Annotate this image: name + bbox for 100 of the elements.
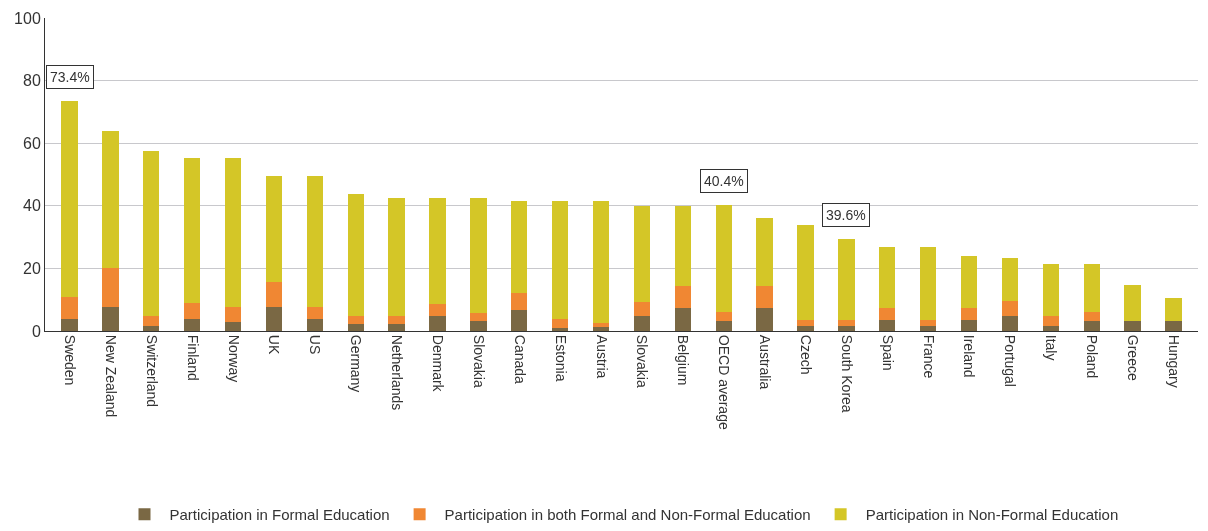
bar (674, 285, 692, 309)
bar (1124, 284, 1141, 322)
bar (633, 301, 651, 317)
annotation: 39.6% (826, 207, 866, 223)
x-tick-label: Canada (511, 334, 528, 385)
bar (306, 306, 324, 320)
bar (1124, 321, 1141, 331)
x-tick-label: Ireland (961, 334, 978, 378)
bar (184, 319, 201, 331)
x-tick-label: Norway (225, 334, 242, 383)
bar (429, 303, 446, 317)
bar (960, 319, 978, 331)
bar (306, 319, 324, 331)
x-tick-label: Sweden (61, 334, 78, 386)
bar (470, 313, 487, 322)
bar (224, 306, 242, 322)
bar (102, 268, 119, 307)
y-tick-label: 40 (23, 197, 41, 215)
bar (633, 205, 651, 302)
bar (879, 247, 896, 308)
bar (919, 247, 937, 321)
x-tick-label: US (307, 334, 324, 355)
bar (797, 325, 814, 331)
bar (879, 319, 896, 331)
bar (224, 157, 242, 307)
bar (592, 201, 610, 323)
bar (1042, 264, 1059, 316)
bar (1001, 300, 1019, 316)
bar (838, 320, 855, 326)
x-tick-label: OECD average (716, 334, 733, 430)
bar (715, 312, 732, 322)
bar (1083, 264, 1100, 312)
x-tick-label: Finland (184, 334, 201, 381)
bar (756, 308, 773, 331)
x-tick-label: Italy (1043, 334, 1060, 361)
bar (756, 285, 773, 309)
bar (1042, 325, 1059, 331)
x-tick-label: Czech (797, 334, 814, 375)
bar (879, 307, 896, 320)
bar (224, 321, 242, 331)
bar (470, 321, 487, 331)
bar (61, 296, 78, 320)
x-tick-label: Greece (1125, 334, 1142, 381)
x-tick-label: Slovakia (634, 334, 651, 388)
bar (511, 293, 528, 311)
bar (633, 316, 651, 331)
x-tick-label: Austria (593, 334, 610, 379)
bar (838, 325, 855, 331)
bar (429, 316, 446, 331)
bar (674, 308, 692, 331)
legend-label: Participation in Non-Formal Education (865, 506, 1119, 524)
bar (797, 320, 814, 326)
x-tick-label: UK (266, 334, 283, 355)
x-tick-label: Germany (348, 334, 365, 393)
bar (265, 281, 283, 307)
bar (1083, 321, 1100, 331)
x-tick-label: New Zealand (102, 334, 119, 418)
bar (470, 197, 487, 314)
bar (1165, 321, 1182, 331)
bar (184, 302, 201, 320)
x-tick-label: France (920, 334, 937, 379)
y-tick-label: 100 (14, 9, 41, 27)
bar (388, 316, 405, 325)
bar (265, 306, 283, 331)
bar (838, 238, 855, 321)
x-tick-label: Slovakia (470, 334, 487, 388)
bar (347, 316, 364, 325)
x-tick-label: South Korea (838, 334, 855, 413)
bar (756, 218, 773, 286)
bar (797, 224, 814, 321)
x-tick-label: Poland (1084, 334, 1101, 379)
bar (143, 316, 160, 327)
legend-label: Participation in Formal Education (169, 506, 390, 524)
bar (1165, 297, 1182, 322)
bar (960, 255, 978, 308)
bar (61, 319, 78, 331)
x-tick-label: Spain (879, 334, 896, 371)
bar (919, 325, 937, 331)
x-tick-label: Denmark (429, 334, 446, 393)
bar (143, 151, 160, 317)
legend-label: Participation in both Formal and Non-Formal Education (444, 506, 811, 524)
bar (102, 130, 119, 269)
x-tick-label: Estonia (552, 334, 569, 382)
bar (1001, 258, 1019, 301)
bar (347, 324, 364, 331)
bar (306, 176, 324, 307)
y-tick-label: 20 (23, 260, 41, 277)
bar (1083, 311, 1100, 322)
bar (511, 310, 528, 331)
bar (511, 201, 528, 294)
bar (143, 326, 160, 331)
annotation: 40.4% (704, 173, 744, 189)
bar (388, 197, 405, 317)
x-tick-label: Hungary (1165, 334, 1182, 388)
bar (429, 197, 446, 304)
bar (715, 321, 732, 331)
bar (919, 320, 937, 326)
x-tick-label: Portugal (1002, 334, 1019, 387)
bar (1042, 315, 1059, 326)
bar (592, 322, 610, 327)
